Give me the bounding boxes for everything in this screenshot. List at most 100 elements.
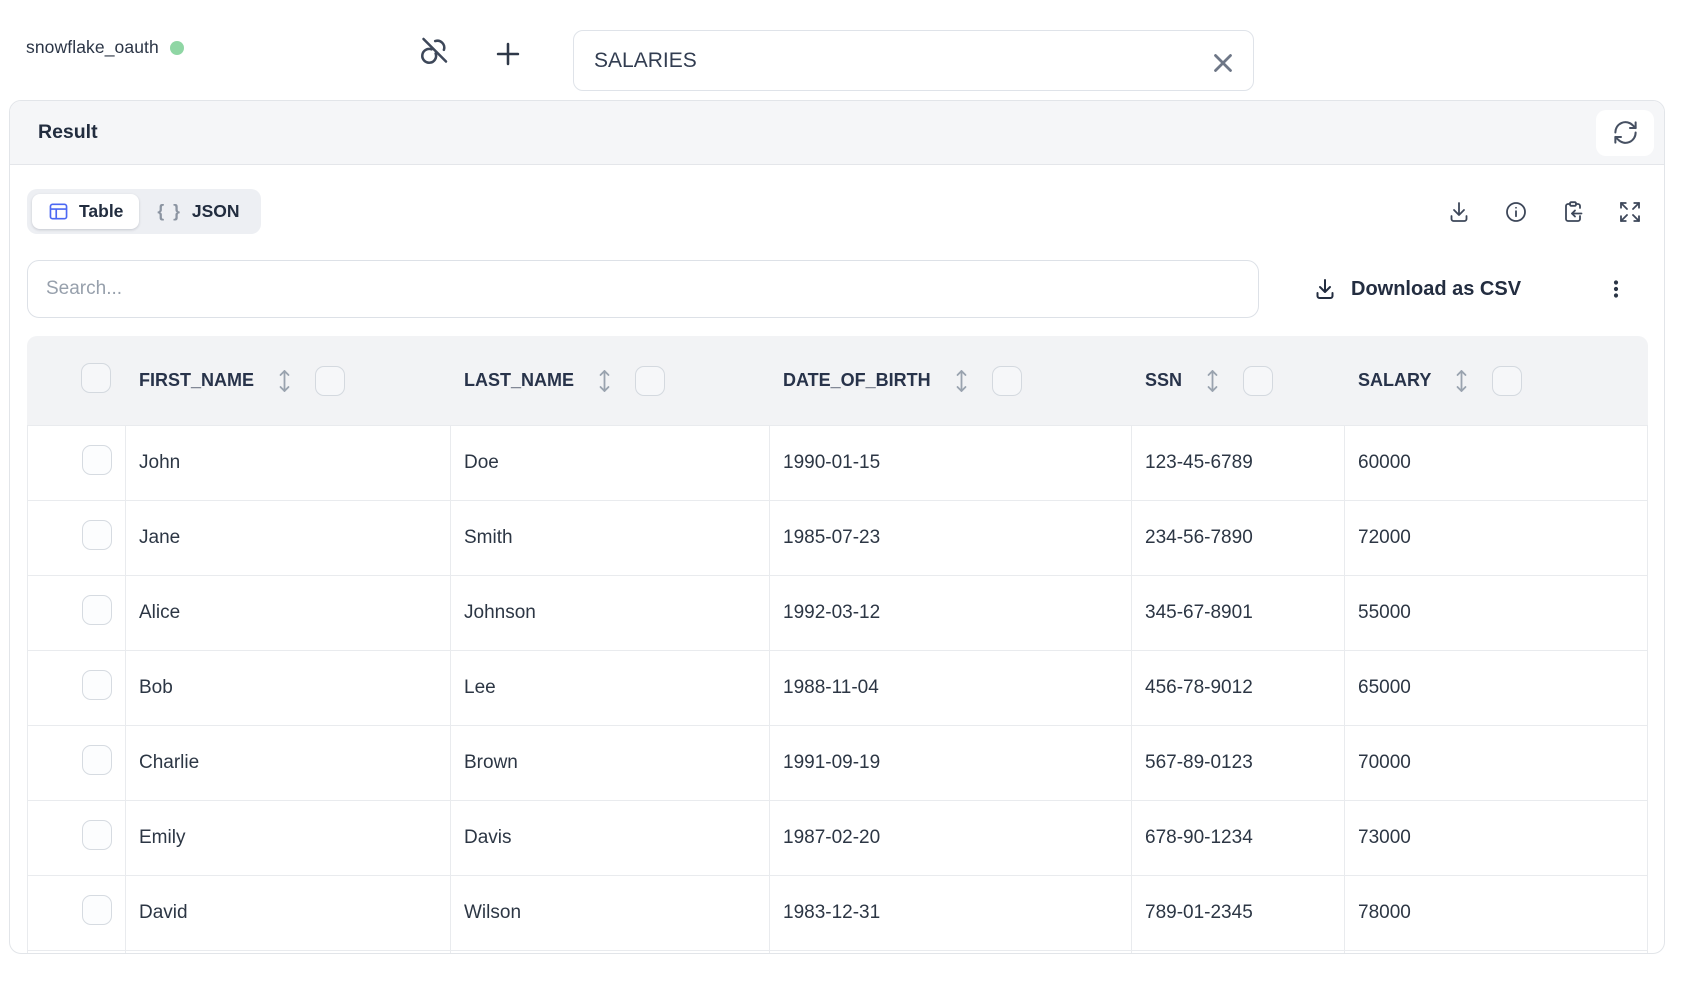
row-select-cell bbox=[27, 801, 126, 876]
clear-query-button[interactable] bbox=[1204, 44, 1242, 82]
query-input[interactable] bbox=[573, 30, 1254, 91]
row-checkbox[interactable] bbox=[82, 595, 112, 625]
copy-result-button[interactable] bbox=[1557, 196, 1589, 228]
info-icon bbox=[1504, 200, 1528, 224]
table-cell: 678-90-1234 bbox=[1132, 801, 1345, 876]
table-row: Charlie Brown 1991-09-19 567-89-0123 70000 bbox=[27, 726, 1648, 801]
table-cell: Charlie bbox=[126, 726, 451, 801]
tab-table-label: Table bbox=[79, 201, 124, 221]
add-tab-button[interactable] bbox=[487, 33, 529, 75]
table-row-partial bbox=[27, 951, 1648, 953]
row-select-cell bbox=[27, 501, 126, 576]
sort-icon[interactable] bbox=[955, 367, 968, 395]
table-cell: 1990-01-15 bbox=[770, 426, 1132, 501]
connection-status: snowflake_oauth bbox=[26, 0, 184, 95]
view-tab-group: Table { } JSON bbox=[27, 189, 261, 234]
table-cell: Johnson bbox=[451, 576, 770, 651]
top-bar: snowflake_oauth bbox=[0, 0, 1682, 95]
table-cell: Brown bbox=[451, 726, 770, 801]
table-row: Emily Davis 1987-02-20 678-90-1234 73000 bbox=[27, 801, 1648, 876]
fullscreen-button[interactable] bbox=[1614, 196, 1646, 228]
disconnect-button[interactable] bbox=[412, 29, 456, 73]
row-checkbox[interactable] bbox=[82, 895, 112, 925]
table-cell: Doe bbox=[451, 426, 770, 501]
view-toggle-row: Table { } JSON bbox=[27, 189, 1648, 234]
result-table-wrap: FIRST_NAME LAST_NAME DATE_OF_BIRTH SSN SALAR… bbox=[27, 336, 1648, 953]
result-panel: Result Table bbox=[9, 100, 1665, 954]
connection-status-dot bbox=[169, 40, 184, 55]
column-label: SSN bbox=[1145, 370, 1183, 390]
tab-table[interactable]: Table bbox=[32, 194, 140, 229]
header-select-all bbox=[27, 336, 126, 426]
expand-icon bbox=[1618, 200, 1642, 224]
result-content: Table { } JSON bbox=[10, 189, 1664, 953]
row-select-cell bbox=[27, 651, 126, 726]
search-input[interactable] bbox=[27, 260, 1259, 318]
sort-icon[interactable] bbox=[278, 367, 291, 395]
download-result-button[interactable] bbox=[1443, 196, 1475, 228]
column-label: SALARY bbox=[1358, 370, 1432, 390]
braces-icon: { } bbox=[157, 201, 182, 221]
refresh-button[interactable] bbox=[1596, 109, 1654, 156]
tab-json[interactable]: { } JSON bbox=[141, 194, 255, 229]
table-cell: Smith bbox=[451, 501, 770, 576]
info-button[interactable] bbox=[1500, 196, 1532, 228]
table-row: Bob Lee 1988-11-04 456-78-9012 65000 bbox=[27, 651, 1648, 726]
clipboard-paste-icon bbox=[1561, 200, 1585, 224]
download-csv-button[interactable]: Download as CSV bbox=[1307, 276, 1527, 302]
table-cell bbox=[1132, 951, 1345, 953]
table-cell: David bbox=[126, 876, 451, 951]
table-cell: Alice bbox=[126, 576, 451, 651]
header-cell-last_name: LAST_NAME bbox=[451, 336, 770, 426]
table-cell: 1983-12-31 bbox=[770, 876, 1132, 951]
row-checkbox[interactable] bbox=[82, 820, 112, 850]
connection-name: snowflake_oauth bbox=[26, 37, 159, 57]
column-label: LAST_NAME bbox=[464, 370, 575, 390]
table-menu-button[interactable] bbox=[1600, 273, 1632, 305]
download-icon bbox=[1313, 277, 1337, 301]
table-cell: Bob bbox=[126, 651, 451, 726]
tab-json-label: JSON bbox=[191, 201, 240, 221]
header-cell-first_name: FIRST_NAME bbox=[126, 336, 451, 426]
table-cell: Jane bbox=[126, 501, 451, 576]
row-checkbox[interactable] bbox=[82, 445, 112, 475]
table-cell: 234-56-7890 bbox=[1132, 501, 1345, 576]
column-checkbox[interactable] bbox=[991, 365, 1022, 396]
table-cell bbox=[451, 951, 770, 953]
column-checkbox[interactable] bbox=[635, 365, 666, 396]
row-checkbox[interactable] bbox=[82, 520, 112, 550]
table-cell: 123-45-6789 bbox=[1132, 426, 1345, 501]
table-cell: 1987-02-20 bbox=[770, 801, 1132, 876]
table-icon bbox=[48, 201, 69, 222]
table-cell: 65000 bbox=[1345, 651, 1648, 726]
link-off-icon bbox=[416, 33, 452, 69]
header-cell-salary: SALARY bbox=[1345, 336, 1648, 426]
table-cell bbox=[126, 951, 451, 953]
column-checkbox[interactable] bbox=[1243, 365, 1274, 396]
table-header: FIRST_NAME LAST_NAME DATE_OF_BIRTH SSN SALAR… bbox=[27, 336, 1648, 426]
column-checkbox[interactable] bbox=[315, 365, 346, 396]
table-cell: 72000 bbox=[1345, 501, 1648, 576]
sort-icon[interactable] bbox=[1455, 367, 1468, 395]
plus-icon bbox=[491, 37, 525, 71]
panel-icon-row bbox=[1443, 196, 1648, 228]
column-checkbox[interactable] bbox=[1492, 365, 1523, 396]
select-all-checkbox[interactable] bbox=[81, 363, 111, 393]
header-cell-ssn: SSN bbox=[1132, 336, 1345, 426]
sort-icon[interactable] bbox=[1206, 367, 1219, 395]
table-cell: 567-89-0123 bbox=[1132, 726, 1345, 801]
sort-icon[interactable] bbox=[598, 367, 611, 395]
row-select-cell bbox=[27, 576, 126, 651]
table-row: Jane Smith 1985-07-23 234-56-7890 72000 bbox=[27, 501, 1648, 576]
row-checkbox[interactable] bbox=[82, 670, 112, 700]
table-cell: 1991-09-19 bbox=[770, 726, 1132, 801]
table-cell: 1992-03-12 bbox=[770, 576, 1132, 651]
column-label: DATE_OF_BIRTH bbox=[783, 370, 931, 390]
table-cell: 73000 bbox=[1345, 801, 1648, 876]
row-checkbox[interactable] bbox=[82, 745, 112, 775]
query-input-wrap bbox=[573, 30, 1254, 91]
table-cell bbox=[27, 951, 126, 953]
close-icon bbox=[1208, 48, 1238, 78]
table-cell: 60000 bbox=[1345, 426, 1648, 501]
table-cell: Wilson bbox=[451, 876, 770, 951]
